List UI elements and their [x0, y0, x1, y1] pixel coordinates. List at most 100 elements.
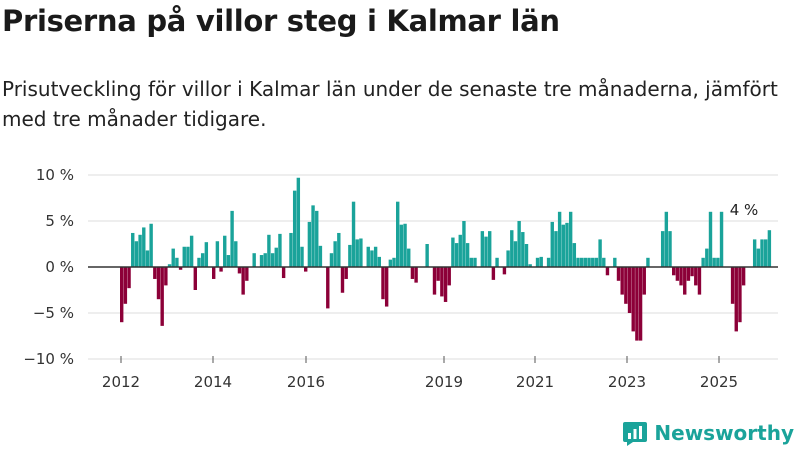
bar — [580, 257, 584, 267]
bar — [454, 243, 459, 267]
bar — [488, 231, 492, 267]
bar — [605, 267, 610, 276]
bar — [204, 242, 209, 267]
bar — [443, 267, 448, 302]
bar — [576, 257, 580, 267]
bar — [175, 257, 179, 267]
bar — [451, 237, 455, 267]
bar — [697, 267, 702, 295]
bar — [215, 241, 220, 267]
bar — [278, 233, 282, 267]
bar — [583, 257, 588, 267]
bar — [351, 201, 356, 267]
bar — [189, 235, 194, 267]
bar — [373, 246, 378, 267]
chart-title: Priserna på villor steg i Kalmar län — [2, 4, 560, 38]
bar — [142, 227, 146, 267]
bar — [127, 267, 131, 289]
bar — [300, 246, 304, 267]
bar — [289, 232, 293, 267]
bar — [716, 257, 720, 267]
x-tick-label: 2025 — [700, 373, 738, 391]
bar — [550, 221, 554, 267]
bar — [160, 267, 164, 326]
bar — [355, 239, 359, 267]
bar — [602, 257, 606, 267]
bar — [396, 201, 400, 267]
bar — [296, 177, 301, 267]
bar — [502, 267, 507, 275]
bar — [370, 250, 374, 267]
bar — [568, 211, 573, 267]
bar — [407, 248, 411, 267]
bar — [182, 246, 186, 267]
bar — [495, 257, 499, 267]
bar — [388, 259, 393, 267]
x-tick-label: 2019 — [425, 373, 463, 391]
bar — [226, 255, 231, 267]
bars — [120, 177, 772, 341]
bar — [572, 243, 577, 267]
bar — [237, 267, 242, 274]
bar — [440, 267, 444, 297]
bar — [767, 230, 772, 267]
bar — [223, 235, 227, 267]
bar — [646, 257, 650, 267]
bar — [491, 267, 496, 280]
bar — [760, 239, 764, 267]
gridlines — [88, 174, 778, 360]
bar — [741, 267, 746, 286]
bar — [197, 257, 201, 267]
bar — [535, 257, 540, 267]
bar — [624, 267, 628, 304]
bar — [708, 211, 713, 267]
bar — [447, 267, 451, 286]
bar — [259, 255, 264, 267]
bar — [513, 241, 518, 267]
bar — [138, 234, 142, 267]
bar — [377, 256, 381, 267]
bar — [156, 267, 161, 300]
bar — [668, 231, 672, 267]
bar — [690, 267, 694, 277]
bar — [329, 253, 334, 267]
bar — [131, 232, 135, 267]
bar — [546, 257, 551, 267]
bar — [675, 267, 680, 281]
bar — [686, 267, 691, 281]
bar — [281, 267, 286, 279]
bar — [469, 257, 473, 267]
bar — [631, 267, 635, 332]
bar — [561, 224, 565, 267]
bar — [212, 267, 216, 279]
bar — [764, 239, 768, 267]
bar — [705, 248, 709, 267]
bar — [123, 267, 128, 304]
bar — [738, 267, 742, 323]
bar — [186, 246, 190, 267]
bar — [200, 253, 205, 267]
x-tick-label: 2014 — [194, 373, 232, 391]
bar — [230, 210, 234, 267]
bar — [594, 257, 599, 267]
bar — [311, 205, 315, 267]
bar — [565, 222, 569, 267]
chart-subtitle: Prisutveckling för villor i Kalmar län u… — [2, 77, 778, 131]
bar — [616, 267, 621, 281]
bar — [267, 234, 271, 267]
newsworthy-wordmark: Newsworthy — [654, 421, 794, 445]
bar — [591, 257, 595, 267]
y-tick-label: −5 % — [33, 304, 74, 322]
bar — [683, 267, 687, 295]
bar — [432, 267, 437, 295]
bar — [642, 267, 646, 295]
bar — [252, 253, 256, 267]
bar — [337, 232, 341, 267]
newsworthy-logo-icon — [623, 422, 648, 446]
bar — [484, 236, 488, 267]
bar — [528, 264, 532, 267]
bar — [660, 231, 665, 267]
bar — [752, 239, 757, 267]
newsworthy-brand[interactable]: Newsworthy — [622, 420, 794, 446]
x-tick-label: 2023 — [608, 373, 646, 391]
